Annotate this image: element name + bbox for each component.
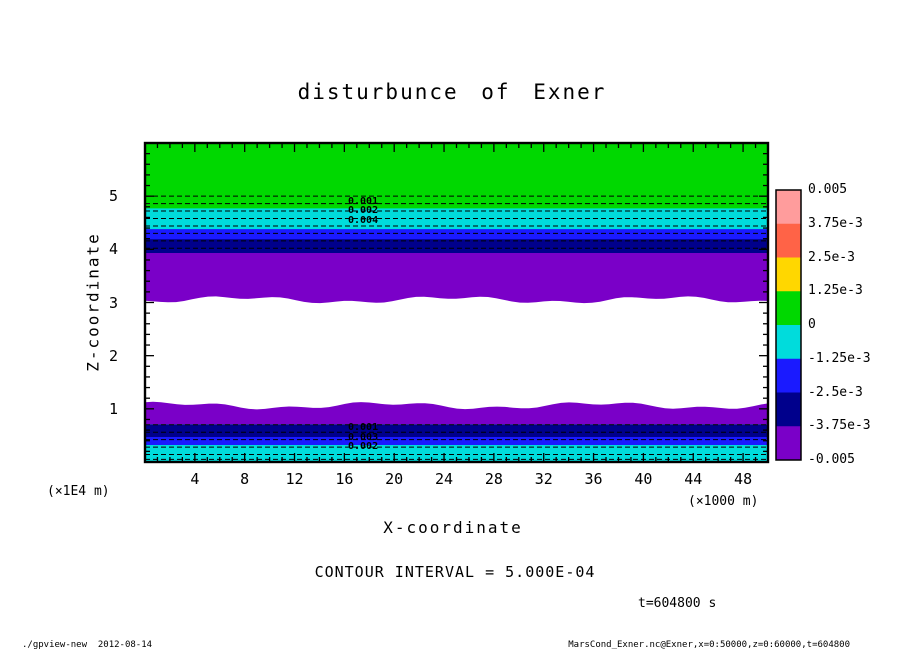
colorbar-tick-label: -2.5e-3 (808, 384, 863, 400)
colorbar-tick-label: 0 (808, 317, 816, 332)
x-tick-label: 36 (584, 470, 603, 488)
x-tick-label: 48 (734, 470, 753, 488)
y-tick-label: 2 (108, 346, 118, 365)
contour-band (145, 239, 768, 254)
footer-right: MarsCond_Exner.nc@Exner,x=0:50000,z=0:60… (568, 640, 850, 650)
contour-band (145, 444, 768, 463)
chart-title: disturbunce of Exner (297, 80, 607, 104)
x-tick-label: 16 (335, 470, 354, 488)
contour-band (145, 424, 768, 438)
contour-line-label: 0.004 (347, 214, 379, 226)
x-tick-label: 32 (534, 470, 553, 488)
contour-band (145, 437, 768, 446)
colorbar-segment (776, 426, 801, 461)
x-tick-label: 12 (285, 470, 304, 488)
colorbar-tick-label: -3.75e-3 (808, 418, 871, 434)
y-tick-label: 3 (108, 293, 118, 312)
colorbar-tick-label: -1.25e-3 (808, 350, 871, 366)
contour-line-label: 0.003 (347, 431, 379, 443)
colorbar-segment (776, 325, 801, 360)
colorbar-tick-label: 2.5e-3 (808, 249, 855, 265)
x-tick-label: 24 (435, 470, 454, 488)
contour-band (145, 253, 768, 304)
contour-band (145, 143, 768, 210)
contour-line-label: 0.002 (347, 205, 379, 217)
colorbar-segment (776, 358, 801, 393)
colorbar-segment (776, 190, 801, 225)
contour-band (145, 229, 768, 241)
y-axis-label: Z-coordinate (83, 232, 103, 372)
contour-line-label: 0.001 (347, 195, 379, 207)
contour-line-label: 0.002 (347, 441, 379, 453)
x-tick-label: 8 (240, 470, 250, 488)
colorbar-tick-label: 1.25e-3 (808, 283, 863, 299)
x-tick-label: 20 (385, 470, 404, 488)
x-axis-unit: (×1000 m) (688, 494, 759, 509)
contour-interval-caption: CONTOUR INTERVAL = 5.000E-04 (314, 563, 596, 581)
y-tick-label: 1 (108, 399, 118, 418)
x-tick-label: 28 (484, 470, 503, 488)
timestamp: t=604800 s (638, 596, 717, 611)
colorbar-tick-label: 0.005 (808, 182, 848, 197)
y-tick-label: 4 (108, 240, 118, 259)
colorbar-segment (776, 392, 801, 427)
y-tick-label: 5 (108, 187, 118, 206)
x-tick-label: 40 (634, 470, 653, 488)
colorbar-tick-label: 3.75e-3 (808, 215, 863, 231)
colorbar-frame (775, 189, 802, 461)
contour-band (145, 208, 768, 230)
contour-band (145, 401, 768, 425)
contour-line-label: 0.001 (347, 422, 379, 434)
colorbar-segment (776, 257, 801, 292)
x-tick-label: 4 (190, 470, 200, 488)
plot-frame (143, 141, 770, 464)
x-axis-label: X-coordinate (383, 518, 523, 537)
y-axis-unit: (×1E4 m) (47, 484, 110, 499)
colorbar-segment (776, 291, 801, 326)
colorbar-tick-label: -0.005 (808, 452, 855, 467)
footer-left: ./gpview-new 2012-08-14 (22, 640, 153, 650)
colorbar-segment (776, 223, 801, 258)
x-tick-label: 44 (684, 470, 703, 488)
